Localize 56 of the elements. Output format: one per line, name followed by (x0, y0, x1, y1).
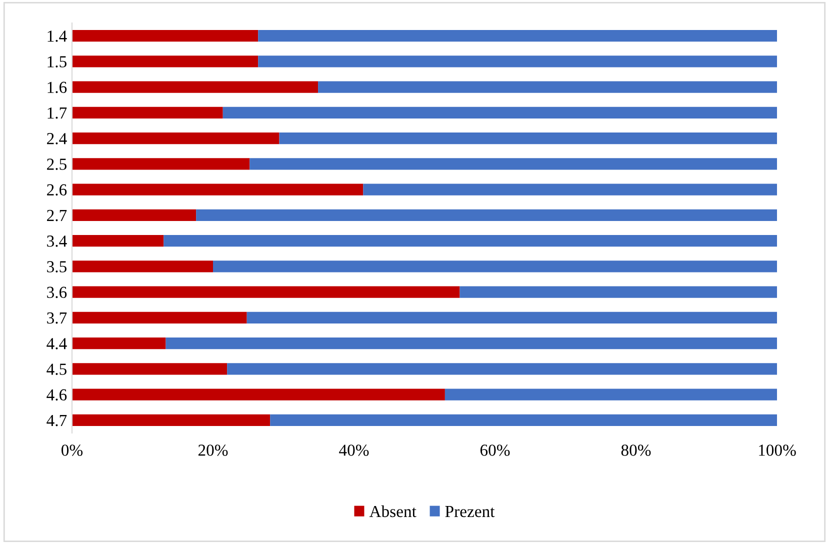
y-tick-label: 2.5 (47, 158, 66, 170)
bar (72, 286, 460, 298)
bar (250, 158, 777, 170)
y-tick-label: 3.7 (47, 312, 67, 324)
x-tick-label: 20% (198, 444, 228, 456)
legend-label: Absent (369, 505, 416, 518)
bar (72, 184, 364, 196)
y-tick-label: 2.4 (47, 133, 67, 144)
bar (72, 414, 270, 426)
bar (72, 106, 223, 118)
bar (72, 260, 213, 272)
bar (246, 312, 777, 324)
y-tick-label: 3.4 (47, 236, 67, 247)
bar (196, 209, 777, 221)
bar (460, 286, 777, 298)
legend-label: Prezent (445, 506, 495, 518)
y-tick-label: 3.5 (47, 261, 66, 272)
y-tick-label: 4.4 (46, 338, 67, 350)
bar (72, 363, 228, 375)
bar (227, 363, 777, 375)
bar (164, 235, 777, 247)
bar (363, 184, 777, 196)
bar (72, 388, 445, 400)
x-tick-label: 60% (480, 444, 510, 456)
bar (72, 235, 164, 247)
y-tick-label: 4.6 (46, 389, 67, 401)
bar (72, 56, 258, 68)
bar (258, 30, 777, 42)
x-tick-label: 0% (62, 444, 83, 456)
x-tick-label: 100% (759, 444, 796, 456)
x-tick-label: 40% (339, 444, 369, 456)
y-tick-label: 2.6 (47, 184, 67, 196)
bar (318, 81, 777, 93)
bar (222, 106, 777, 118)
bar (72, 209, 196, 221)
bar (166, 338, 777, 350)
bar (72, 132, 280, 144)
y-tick-label: 1.6 (48, 82, 67, 94)
bar (279, 132, 777, 144)
x-tick-label: 80% (621, 444, 651, 456)
bar (72, 158, 250, 170)
y-tick-label: 3.6 (47, 286, 67, 298)
bar (72, 312, 247, 324)
bar (444, 388, 777, 400)
y-tick-label: 1.5 (48, 56, 66, 68)
bar (72, 338, 166, 350)
y-tick-label: 1.4 (48, 30, 67, 42)
y-tick-label: 2.7 (47, 210, 67, 222)
bar (270, 414, 777, 426)
y-tick-label: 4.5 (46, 364, 66, 375)
bar (213, 260, 777, 272)
y-tick-label: 1.7 (48, 107, 67, 119)
y-tick-label: 4.7 (46, 415, 67, 426)
bar (258, 56, 777, 68)
bar (72, 30, 258, 42)
bar (72, 81, 318, 93)
